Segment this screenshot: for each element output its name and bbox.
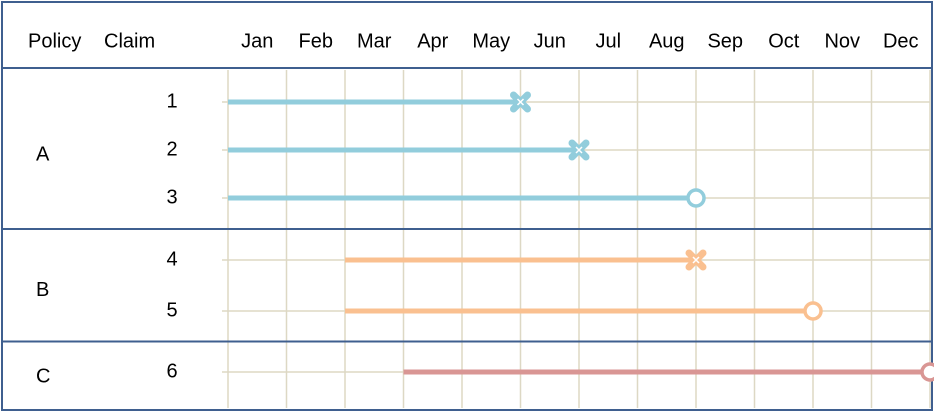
group-label: A [36, 143, 50, 165]
x-tick-label: Jun [534, 30, 566, 52]
closed-marker-cut [516, 98, 525, 106]
x-tick-label: Jul [595, 30, 621, 52]
group-label: B [36, 279, 49, 301]
x-tick-label: Jan [241, 30, 273, 52]
claim-label: 4 [166, 248, 177, 270]
open-marker [803, 301, 823, 321]
header-policy: Policy [28, 30, 81, 52]
claim-label: 2 [166, 138, 177, 160]
closed-marker-cut [692, 256, 700, 264]
open-marker [686, 188, 706, 208]
claim-label: 5 [166, 299, 177, 321]
x-tick-label: Dec [883, 30, 919, 52]
group-label: C [36, 365, 50, 387]
claim-label: 6 [166, 360, 177, 382]
x-tick-label: Aug [649, 30, 685, 52]
claim-label: 1 [166, 90, 177, 112]
x-tick-label: May [472, 30, 510, 52]
x-tick-label: Apr [417, 30, 448, 52]
header-claim: Claim [104, 30, 155, 52]
x-tick-label: Sep [707, 30, 743, 52]
x-tick-label: Oct [768, 30, 800, 52]
closed-marker-cut [575, 146, 583, 154]
x-tick-label: Feb [299, 30, 333, 52]
open-marker [920, 362, 934, 382]
x-tick-label: Mar [357, 30, 392, 52]
x-tick-label: Nov [824, 30, 860, 52]
claim-label: 3 [166, 186, 177, 208]
